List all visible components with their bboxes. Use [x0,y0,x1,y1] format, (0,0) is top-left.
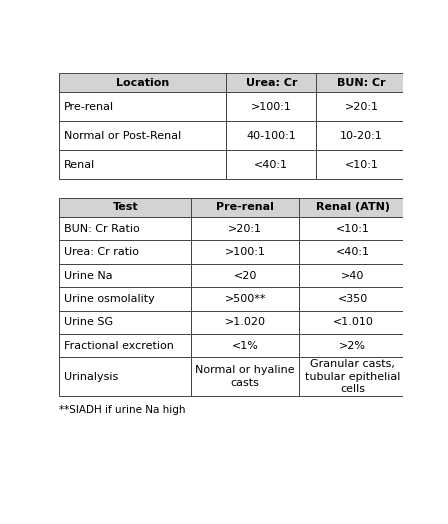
Text: >100:1: >100:1 [251,102,292,112]
Bar [191,241,299,264]
Bar [299,198,407,217]
Bar [191,357,299,396]
Bar [226,122,316,150]
Bar [191,334,299,357]
Text: Urinalysis: Urinalysis [64,372,118,381]
Bar [316,92,407,122]
Text: <20: <20 [233,270,257,280]
Bar [226,150,316,180]
Text: Granular casts,
tubular epithelial
cells: Granular casts, tubular epithelial cells [305,359,401,394]
Bar [299,241,407,264]
Text: Urine osmolality: Urine osmolality [64,294,155,304]
Bar [60,92,226,122]
Text: Test: Test [112,202,138,212]
Text: Renal (ATN): Renal (ATN) [316,202,390,212]
Text: 40-100:1: 40-100:1 [246,131,296,141]
Bar [226,92,316,122]
Bar [60,241,191,264]
Text: Normal or Post-Renal: Normal or Post-Renal [64,131,181,141]
Text: >1.020: >1.020 [225,318,266,328]
Bar [60,217,191,241]
Bar [226,73,316,92]
Bar [299,217,407,241]
Text: <10:1: <10:1 [336,224,370,234]
Text: Urea: Cr: Urea: Cr [246,78,297,88]
Text: <1.010: <1.010 [332,318,373,328]
Text: <40:1: <40:1 [254,160,288,170]
Text: 10-20:1: 10-20:1 [340,131,383,141]
Text: >100:1: >100:1 [225,247,266,257]
Bar [316,150,407,180]
Text: >500**: >500** [224,294,266,304]
Text: <10:1: <10:1 [345,160,379,170]
Bar [60,122,226,150]
Text: Urine Na: Urine Na [64,270,112,280]
Text: <40:1: <40:1 [336,247,370,257]
Text: Urea: Cr ratio: Urea: Cr ratio [64,247,138,257]
Text: <1%: <1% [232,341,258,351]
Text: Pre-renal: Pre-renal [64,102,114,112]
Text: >40: >40 [341,270,365,280]
Bar [191,217,299,241]
Bar [191,311,299,334]
Text: Pre-renal: Pre-renal [216,202,274,212]
Text: **SIADH if urine Na high: **SIADH if urine Na high [60,405,186,414]
Bar [60,287,191,311]
Bar [299,311,407,334]
Bar [60,73,226,92]
Text: >2%: >2% [339,341,366,351]
Text: Urine SG: Urine SG [64,318,113,328]
Text: Renal: Renal [64,160,95,170]
Bar [316,73,407,92]
Text: Normal or hyaline
casts: Normal or hyaline casts [195,365,295,388]
Bar [60,334,191,357]
Bar [299,264,407,287]
Text: >20:1: >20:1 [345,102,379,112]
Text: Location: Location [116,78,169,88]
Text: <350: <350 [338,294,368,304]
Text: Fractional excretion: Fractional excretion [64,341,173,351]
Text: BUN: Cr Ratio: BUN: Cr Ratio [64,224,139,234]
Bar [191,198,299,217]
Bar [60,357,191,396]
Bar [60,198,191,217]
Text: BUN: Cr: BUN: Cr [337,78,386,88]
Bar [60,150,226,180]
Bar [191,287,299,311]
Bar [299,357,407,396]
Bar [316,122,407,150]
Bar [299,287,407,311]
Bar [60,264,191,287]
Bar [299,334,407,357]
Bar [60,311,191,334]
Bar [191,264,299,287]
Text: >20:1: >20:1 [228,224,262,234]
